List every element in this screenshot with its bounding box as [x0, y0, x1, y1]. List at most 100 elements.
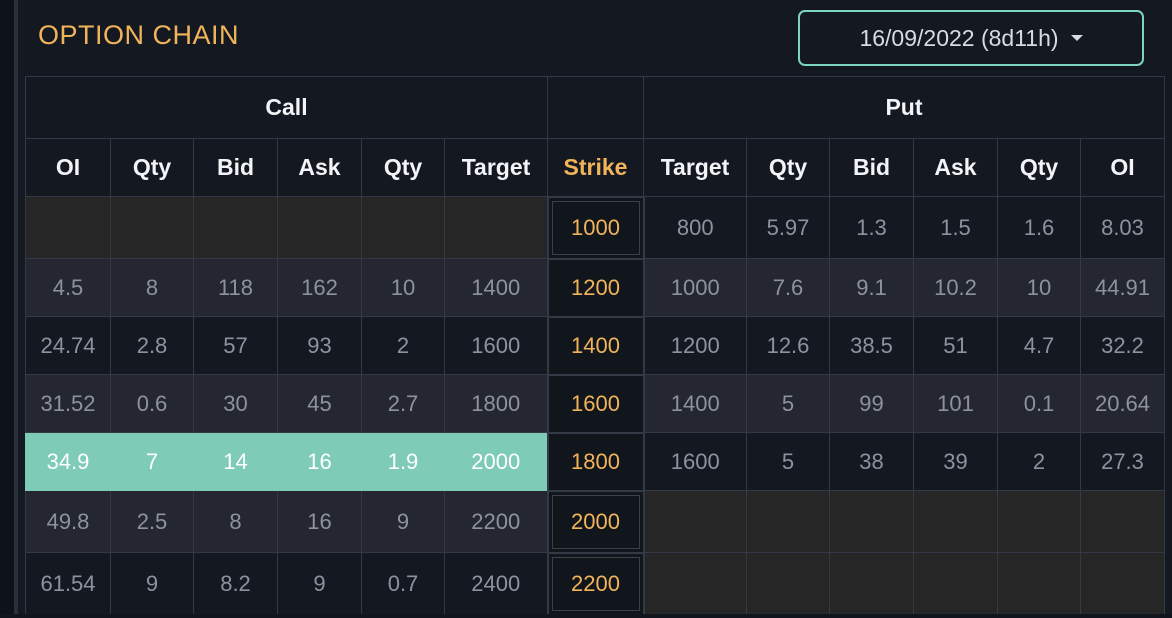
call-cell — [361, 196, 445, 259]
put-cell[interactable]: 0.1 — [997, 374, 1081, 433]
call-cell[interactable]: 14 — [193, 432, 278, 491]
put-cell — [997, 490, 1081, 553]
chain-row[interactable]: 34.9 7 14 16 1.9 2000 1800 1600 5 38 39 2 27.3 — [25, 431, 1165, 492]
call-cell[interactable]: 45 — [277, 374, 362, 433]
put-cell[interactable]: 38 — [829, 432, 914, 491]
strike-cell: 1200 — [546, 257, 645, 318]
chain-row[interactable]: 4.5 8 118 162 10 1400 1200 1000 7.6 9.1 10.2 10 44.9… — [25, 257, 1165, 318]
put-cell[interactable]: 101 — [913, 374, 998, 433]
expiry-select[interactable]: 16/09/2022 (8d11h) — [798, 10, 1144, 66]
put-cell[interactable]: 4.7 — [997, 316, 1081, 375]
col-put-ask-qty: Qty — [997, 138, 1081, 197]
put-cell[interactable]: 38.5 — [829, 316, 914, 375]
put-cell[interactable]: 1200 — [643, 316, 747, 375]
col-call-ask: Ask — [277, 138, 362, 197]
put-cell[interactable]: 1.6 — [997, 196, 1081, 259]
panel-title: OPTION CHAIN — [38, 20, 240, 50]
put-cell[interactable]: 27.3 — [1080, 432, 1165, 491]
put-cell[interactable]: 99 — [829, 374, 914, 433]
call-cell[interactable]: 24.74 — [25, 316, 111, 375]
call-cell[interactable]: 2 — [361, 316, 445, 375]
chain-row[interactable]: 49.8 2.5 8 16 9 2200 2000 — [25, 489, 1165, 554]
put-cell[interactable]: 1.3 — [829, 196, 914, 259]
put-cell[interactable]: 10 — [997, 258, 1081, 317]
call-cell[interactable]: 49.8 — [25, 490, 111, 553]
call-cell[interactable]: 4.5 — [25, 258, 111, 317]
call-cell[interactable]: 2000 — [444, 432, 548, 491]
put-cell[interactable]: 32.2 — [1080, 316, 1165, 375]
call-cell[interactable]: 8 — [110, 258, 194, 317]
chain-row[interactable]: 31.52 0.6 30 45 2.7 1800 1600 1400 5 99 101 0.1 20.6… — [25, 373, 1165, 434]
put-cell[interactable]: 5.97 — [746, 196, 830, 259]
put-cell[interactable]: 44.91 — [1080, 258, 1165, 317]
call-cell — [277, 196, 362, 259]
call-cell[interactable]: 2.7 — [361, 374, 445, 433]
col-put-bid-qty: Qty — [746, 138, 830, 197]
strike-group-header — [547, 76, 644, 139]
col-call-bid-qty: Qty — [110, 138, 194, 197]
put-cell[interactable]: 51 — [913, 316, 998, 375]
call-cell[interactable]: 1.9 — [361, 432, 445, 491]
call-cell[interactable]: 2200 — [444, 490, 548, 553]
put-cell[interactable]: 9.1 — [829, 258, 914, 317]
call-cell[interactable]: 61.54 — [25, 552, 111, 615]
call-cell[interactable]: 16 — [277, 432, 362, 491]
put-cell[interactable]: 1000 — [643, 258, 747, 317]
call-cell[interactable]: 2.5 — [110, 490, 194, 553]
put-cell[interactable]: 10.2 — [913, 258, 998, 317]
chain-row[interactable]: 1000 800 5.97 1.3 1.5 1.6 8.03 — [25, 195, 1165, 260]
call-cell[interactable]: 57 — [193, 316, 278, 375]
call-cell[interactable]: 9 — [277, 552, 362, 615]
call-cell[interactable]: 16 — [277, 490, 362, 553]
put-cell[interactable]: 5 — [746, 374, 830, 433]
call-cell[interactable]: 7 — [110, 432, 194, 491]
call-cell[interactable]: 0.7 — [361, 552, 445, 615]
column-header-row: OI Qty Bid Ask Qty Target Strike Target … — [25, 138, 1165, 197]
call-cell[interactable]: 31.52 — [25, 374, 111, 433]
put-cell — [746, 552, 830, 615]
put-cell[interactable]: 7.6 — [746, 258, 830, 317]
put-cell[interactable]: 20.64 — [1080, 374, 1165, 433]
call-cell[interactable]: 9 — [110, 552, 194, 615]
expiry-select-value: 16/09/2022 (8d11h) — [859, 24, 1059, 51]
col-call-oi: OI — [25, 138, 111, 197]
call-cell[interactable]: 10 — [361, 258, 445, 317]
put-cell[interactable]: 800 — [643, 196, 747, 259]
strike-cell: 2200 — [546, 551, 645, 616]
call-cell[interactable]: 1600 — [444, 316, 548, 375]
call-cell[interactable]: 2.8 — [110, 316, 194, 375]
call-cell[interactable]: 1800 — [444, 374, 548, 433]
call-cell[interactable]: 8.2 — [193, 552, 278, 615]
left-rail-divider — [14, 0, 18, 618]
col-strike: Strike — [547, 138, 644, 197]
call-cell[interactable]: 30 — [193, 374, 278, 433]
put-cell[interactable]: 8.03 — [1080, 196, 1165, 259]
put-cell[interactable]: 2 — [997, 432, 1081, 491]
put-cell[interactable]: 5 — [746, 432, 830, 491]
put-group-header: Put — [643, 76, 1165, 139]
chain-row[interactable]: 24.74 2.8 57 93 2 1600 1400 1200 12.6 38.5 51 4.7 32… — [25, 315, 1165, 376]
call-cell[interactable]: 9 — [361, 490, 445, 553]
put-cell — [913, 490, 998, 553]
call-cell[interactable]: 93 — [277, 316, 362, 375]
call-cell[interactable]: 118 — [193, 258, 278, 317]
call-cell[interactable]: 34.9 — [25, 432, 111, 491]
put-cell — [746, 490, 830, 553]
call-cell[interactable]: 0.6 — [110, 374, 194, 433]
put-cell[interactable]: 39 — [913, 432, 998, 491]
bottom-edge — [0, 614, 1172, 618]
group-header-row: Call Put — [25, 76, 1165, 139]
col-put-oi: OI — [1080, 138, 1165, 197]
strike-cell: 1600 — [546, 373, 645, 434]
call-cell[interactable]: 162 — [277, 258, 362, 317]
put-cell[interactable]: 1.5 — [913, 196, 998, 259]
chain-row[interactable]: 61.54 9 8.2 9 0.7 2400 2200 — [25, 551, 1165, 616]
put-cell[interactable]: 1400 — [643, 374, 747, 433]
put-cell[interactable]: 1600 — [643, 432, 747, 491]
call-cell[interactable]: 2400 — [444, 552, 548, 615]
call-cell[interactable]: 1400 — [444, 258, 548, 317]
put-cell[interactable]: 12.6 — [746, 316, 830, 375]
call-cell[interactable]: 8 — [193, 490, 278, 553]
strike-cell: 1800 — [546, 431, 645, 492]
